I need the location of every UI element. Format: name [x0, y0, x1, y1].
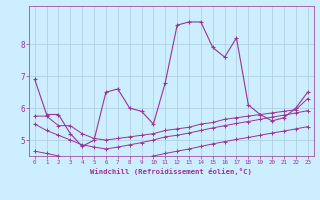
X-axis label: Windchill (Refroidissement éolien,°C): Windchill (Refroidissement éolien,°C): [90, 168, 252, 175]
